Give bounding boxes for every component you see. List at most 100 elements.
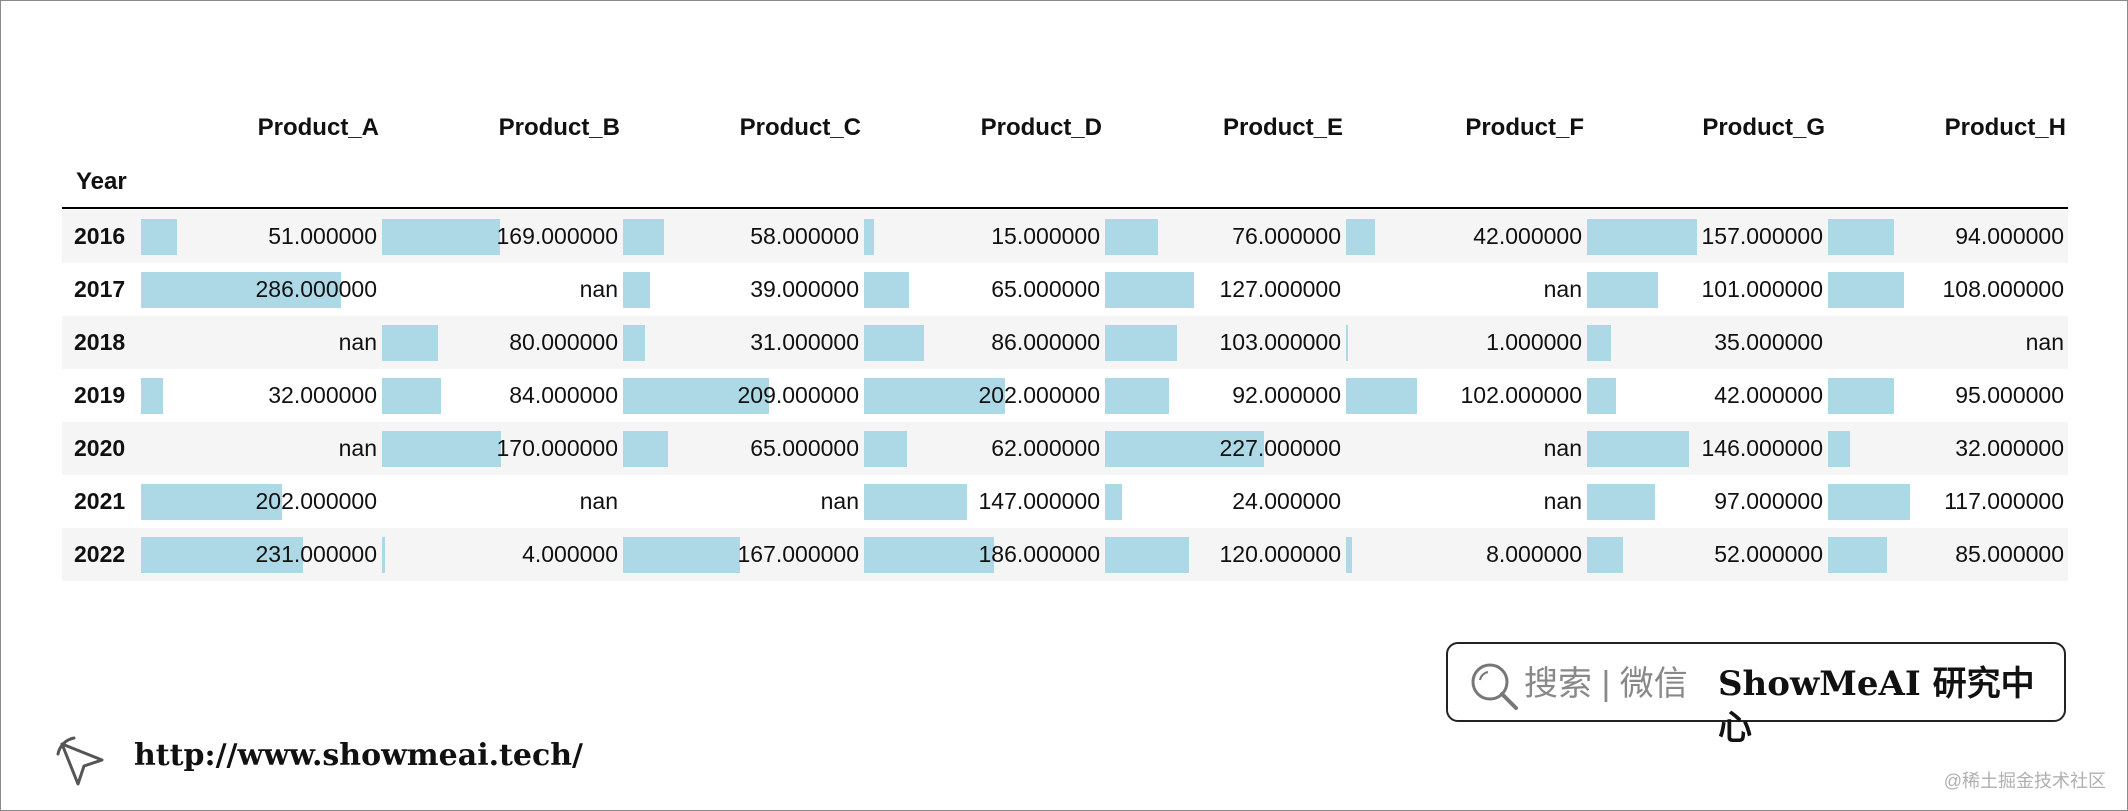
cell-value: nan xyxy=(2025,329,2064,355)
table-cell: nan xyxy=(1346,422,1584,475)
row-index-year: 2022 xyxy=(74,541,126,567)
table-cell: 167.000000 xyxy=(623,528,861,581)
data-bar xyxy=(1587,272,1658,308)
table-cell: 39.000000 xyxy=(623,263,861,316)
column-header-product-f: Product_F xyxy=(1465,114,1584,141)
cell-value: 101.000000 xyxy=(1701,276,1823,302)
data-bar xyxy=(1587,219,1697,255)
data-bar xyxy=(623,272,650,308)
data-bar xyxy=(1105,484,1122,520)
table-cell: 35.000000 xyxy=(1587,316,1825,369)
table-cell: 127.000000 xyxy=(1105,263,1343,316)
cell-value: 42.000000 xyxy=(1473,223,1582,249)
cell-value: 202.000000 xyxy=(255,488,377,514)
table-row: 2016 51.000000 169.000000 58.000000 15.00000… xyxy=(62,210,2068,263)
cell-value: 170.000000 xyxy=(496,435,618,461)
cell-value: nan xyxy=(1543,435,1582,461)
data-bar xyxy=(1105,325,1177,361)
data-bar xyxy=(1346,537,1352,573)
cell-value: 227.000000 xyxy=(1219,435,1341,461)
cell-value: 146.000000 xyxy=(1701,435,1823,461)
data-bar xyxy=(1828,272,1904,308)
table-cell: 58.000000 xyxy=(623,210,861,263)
table-cell: 227.000000 xyxy=(1105,422,1343,475)
table-cell: 24.000000 xyxy=(1105,475,1343,528)
cursor-arrow-icon xyxy=(56,736,104,786)
data-bar xyxy=(141,219,177,255)
table-cell: 65.000000 xyxy=(623,422,861,475)
data-bar xyxy=(382,537,385,573)
cell-value: 8.000000 xyxy=(1486,541,1582,567)
data-bar xyxy=(623,537,740,573)
table-cell: 186.000000 xyxy=(864,528,1102,581)
column-header-product-g: Product_G xyxy=(1702,114,1825,141)
cell-value: 52.000000 xyxy=(1714,541,1823,567)
index-header-year: Year xyxy=(76,168,127,195)
cell-value: 35.000000 xyxy=(1714,329,1823,355)
table-cell: 97.000000 xyxy=(1587,475,1825,528)
cell-value: nan xyxy=(820,488,859,514)
data-bar xyxy=(864,219,874,255)
wechat-search-badge: 搜索 | 微信 ShowMeAI 研究中心 xyxy=(1446,642,2066,748)
table-cell: nan xyxy=(1346,263,1584,316)
row-index-year: 2016 xyxy=(74,223,126,249)
table-cell: 202.000000 xyxy=(864,369,1102,422)
cell-value: 65.000000 xyxy=(750,435,859,461)
cell-value: 97.000000 xyxy=(1714,488,1823,514)
data-bar xyxy=(864,378,1005,414)
cell-value: 108.000000 xyxy=(1942,276,2064,302)
table-cell: 8.000000 xyxy=(1346,528,1584,581)
data-bar xyxy=(141,537,303,573)
cell-value: 42.000000 xyxy=(1714,382,1823,408)
table-cell: 32.000000 xyxy=(141,369,379,422)
cell-value: 94.000000 xyxy=(1955,223,2064,249)
cell-value: nan xyxy=(1543,488,1582,514)
data-bar xyxy=(1346,219,1375,255)
data-bar xyxy=(141,484,282,520)
table-cell: 42.000000 xyxy=(1346,210,1584,263)
cell-value: 231.000000 xyxy=(255,541,377,567)
data-bar xyxy=(1587,325,1611,361)
table-cell: 170.000000 xyxy=(382,422,620,475)
table-cell: 65.000000 xyxy=(864,263,1102,316)
table-cell: 120.000000 xyxy=(1105,528,1343,581)
column-header-product-c: Product_C xyxy=(739,114,861,141)
cell-value: 120.000000 xyxy=(1219,541,1341,567)
table-cell: nan xyxy=(382,263,620,316)
data-bar xyxy=(1587,537,1623,573)
cell-value: 167.000000 xyxy=(737,541,859,567)
table-cell: 147.000000 xyxy=(864,475,1102,528)
cell-value: 286.000000 xyxy=(255,276,377,302)
table-cell: 84.000000 xyxy=(382,369,620,422)
badge-search-text: 搜索 | 微信 xyxy=(1524,665,1688,703)
table-cell: 231.000000 xyxy=(141,528,379,581)
column-header-product-a: Product_A xyxy=(257,114,379,141)
table-cell: nan xyxy=(141,316,379,369)
cell-value: 157.000000 xyxy=(1701,223,1823,249)
table-cell: 4.000000 xyxy=(382,528,620,581)
cell-value: 127.000000 xyxy=(1219,276,1341,302)
data-bar xyxy=(382,431,501,467)
data-bar xyxy=(382,378,441,414)
table-cell: 76.000000 xyxy=(1105,210,1343,263)
data-bar xyxy=(623,378,769,414)
table-cell: 51.000000 xyxy=(141,210,379,263)
row-index-year: 2020 xyxy=(74,435,126,461)
data-bar xyxy=(1105,431,1264,467)
data-bar xyxy=(1828,537,1887,573)
column-header-product-h: Product_H xyxy=(1944,114,2066,141)
cell-value: 102.000000 xyxy=(1460,382,1582,408)
cell-value: nan xyxy=(338,329,377,355)
data-bar xyxy=(1105,272,1194,308)
table-cell: 101.000000 xyxy=(1587,263,1825,316)
cell-value: 1.000000 xyxy=(1486,329,1582,355)
table-row: 2020 nan 170.000000 65.000000 62.000000 227.0… xyxy=(62,422,2068,475)
row-index-year: 2019 xyxy=(74,382,126,408)
table-cell: 80.000000 xyxy=(382,316,620,369)
table-cell: 86.000000 xyxy=(864,316,1102,369)
cell-value: nan xyxy=(579,276,618,302)
footer-url-link[interactable]: http://www.showmeai.tech/ xyxy=(134,738,584,773)
data-bar xyxy=(1587,378,1616,414)
table-cell: 42.000000 xyxy=(1587,369,1825,422)
cell-value: nan xyxy=(338,435,377,461)
